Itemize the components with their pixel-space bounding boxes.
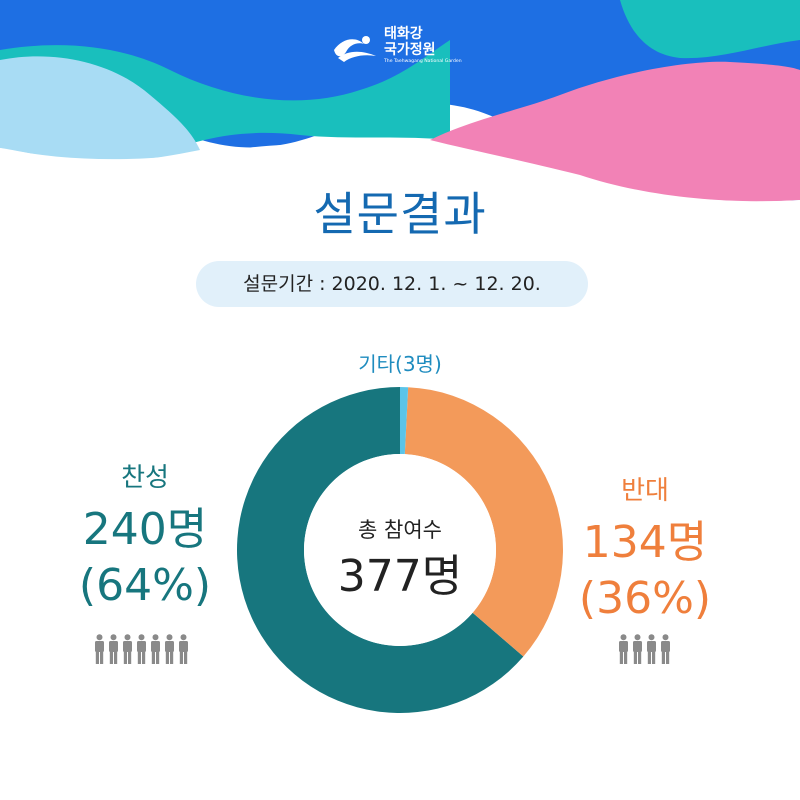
- garden-wave-icon: [334, 36, 376, 62]
- brand-name-line1: 태화강: [384, 26, 423, 42]
- oppose-people-icons: [618, 634, 671, 664]
- brand-name: 태화강 국가정원: [384, 26, 454, 58]
- brand-logo: 태화강 국가정원 The Taehwagang National Garden: [330, 26, 480, 68]
- total-count: 377명: [337, 551, 463, 602]
- person-icon: [151, 634, 160, 664]
- favor-label: 찬성: [121, 463, 169, 493]
- favor-summary: 찬성 240명 (64%): [60, 462, 230, 614]
- brand-name-line2: 국가정원: [384, 42, 436, 58]
- person-icon: [647, 634, 656, 664]
- person-icon: [137, 634, 146, 664]
- oppose-percent: (36%): [578, 573, 712, 624]
- person-icon: [95, 634, 104, 664]
- oppose-count: 134명: [582, 517, 708, 568]
- person-icon: [179, 634, 188, 664]
- oppose-summary: 반대 134명 (36%): [570, 475, 720, 627]
- survey-period-text: 설문기간 : 2020. 12. 1. ~ 12. 20.: [243, 273, 541, 295]
- favor-people-icons: [94, 634, 189, 664]
- brand-subtitle: The Taehwagang National Garden: [384, 59, 462, 64]
- slice-label-other: 기타(3명): [358, 352, 442, 376]
- donut-hole: [304, 454, 496, 646]
- donut-chart: [236, 387, 563, 713]
- donut-slice-favor: [236, 387, 524, 713]
- survey-period-badge: 설문기간 : 2020. 12. 1. ~ 12. 20.: [196, 261, 588, 307]
- person-icon: [165, 634, 174, 664]
- person-icon: [619, 634, 628, 664]
- total-caption: 총 참여수: [358, 518, 442, 542]
- donut-slice-oppose: [404, 387, 563, 657]
- page-title: 설문결과: [313, 187, 487, 241]
- person-icon: [661, 634, 670, 664]
- person-icon: [109, 634, 118, 664]
- oppose-label: 반대: [621, 476, 669, 506]
- person-icon: [123, 634, 132, 664]
- favor-count: 240명: [82, 504, 208, 555]
- person-icon: [633, 634, 642, 664]
- donut-slice-other: [400, 387, 409, 455]
- favor-percent: (64%): [78, 560, 212, 611]
